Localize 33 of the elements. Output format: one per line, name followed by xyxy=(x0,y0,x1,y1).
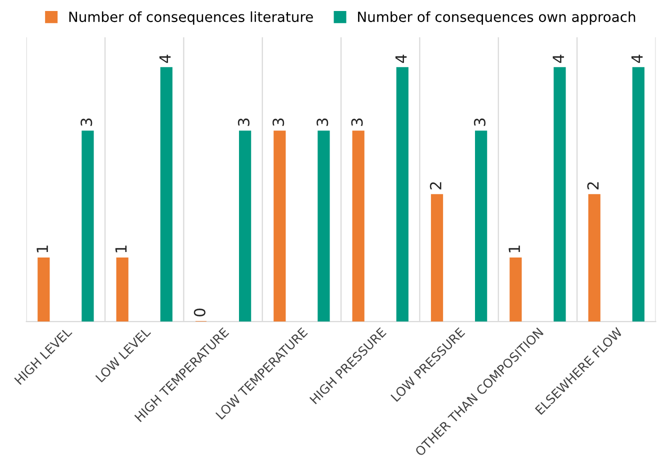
bar xyxy=(554,67,566,322)
data-label: 4 xyxy=(631,54,643,63)
bar xyxy=(318,130,330,322)
bar xyxy=(475,130,488,322)
bar xyxy=(632,67,644,322)
data-label: 3 xyxy=(316,118,328,126)
data-label: 0 xyxy=(194,308,206,316)
bar xyxy=(160,67,172,322)
data-label: 1 xyxy=(115,246,127,252)
legend-label: Number of consequences literature xyxy=(69,11,313,25)
legend-label: Number of consequences own approach xyxy=(358,11,636,25)
data-label: 3 xyxy=(80,118,92,126)
bar xyxy=(38,258,50,322)
bar xyxy=(116,258,128,322)
bar xyxy=(510,258,522,322)
data-label: 4 xyxy=(552,54,564,63)
bar xyxy=(396,67,408,322)
data-label: 3 xyxy=(272,118,284,126)
data-label: 1 xyxy=(36,246,48,252)
bar xyxy=(238,130,252,322)
data-label: 2 xyxy=(430,182,442,190)
bar xyxy=(274,130,286,322)
bar xyxy=(352,130,364,322)
bar xyxy=(588,194,600,322)
bar xyxy=(430,194,444,322)
data-label: 4 xyxy=(395,54,407,63)
data-label: 3 xyxy=(238,118,250,126)
data-label: 1 xyxy=(508,246,520,252)
data-label: 2 xyxy=(587,182,599,190)
data-label: 4 xyxy=(159,54,171,63)
data-label: 3 xyxy=(351,118,363,126)
data-label: 3 xyxy=(474,118,486,126)
bar xyxy=(82,130,94,322)
